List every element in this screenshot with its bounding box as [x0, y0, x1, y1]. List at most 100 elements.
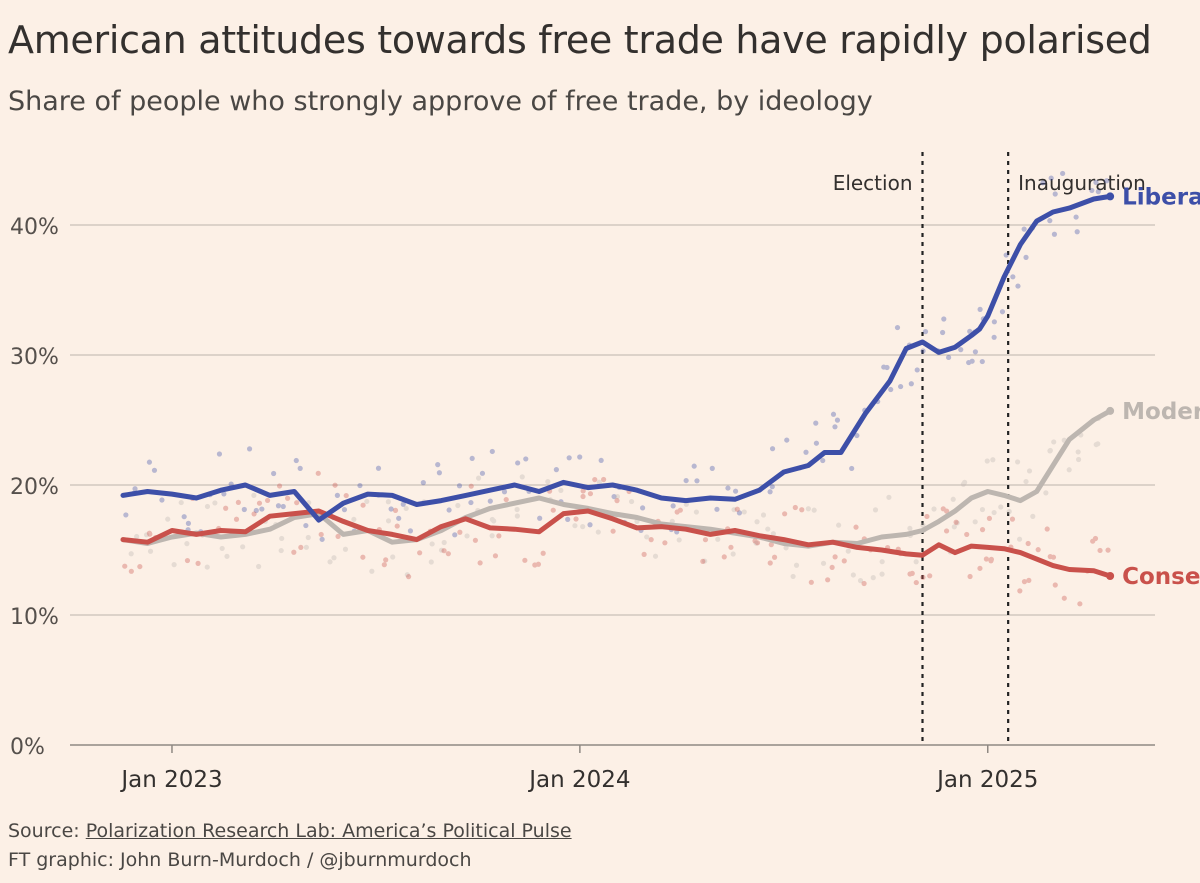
- scatter-dot: [1104, 178, 1110, 184]
- scatter-dot: [850, 572, 856, 578]
- scatter-dot: [335, 533, 341, 540]
- scatter-dot: [872, 507, 879, 513]
- scatter-dot: [820, 560, 827, 566]
- scatter-dot: [894, 324, 901, 331]
- scatter-dot: [580, 488, 586, 494]
- scatter-dot: [760, 512, 767, 518]
- scatter-dot: [128, 568, 134, 574]
- scatter-dot: [477, 560, 483, 566]
- scatter-dot: [446, 507, 452, 513]
- scatter-dot: [832, 554, 838, 560]
- scatter-dot: [784, 437, 790, 443]
- scatter-dot: [611, 493, 617, 500]
- scatter-dot: [565, 516, 571, 522]
- scatter-dot: [400, 501, 406, 507]
- scatter-dot: [151, 467, 158, 473]
- scatter-dot: [700, 558, 706, 564]
- scatter-dot: [441, 548, 447, 554]
- scatter-dot: [702, 537, 709, 543]
- scatter-dot: [489, 516, 495, 523]
- source-link[interactable]: Polarization Research Lab: America’s Pol…: [85, 820, 572, 842]
- scatter-dot: [1066, 467, 1072, 473]
- scatter-dot: [991, 319, 997, 325]
- scatter-dot: [122, 563, 128, 569]
- scatter-dot: [950, 496, 956, 502]
- annotation-label: Election: [833, 171, 913, 195]
- scatter-dot: [519, 474, 525, 480]
- scatter-dot: [767, 489, 773, 495]
- scatter-dot: [1009, 516, 1016, 522]
- scatter-dot: [1077, 601, 1083, 607]
- scatter-dot: [1044, 526, 1050, 532]
- scatter-dot: [805, 506, 811, 512]
- scatter-dot: [455, 502, 461, 509]
- scatter-dot: [886, 494, 892, 500]
- scatter-dot: [674, 509, 680, 515]
- scatter-dot: [683, 501, 689, 507]
- scatter-dot: [184, 557, 191, 564]
- series-end-dot: [1106, 572, 1115, 580]
- scatter-dot: [782, 511, 788, 517]
- scatter-dot: [381, 562, 387, 568]
- scatter-dot: [715, 536, 721, 542]
- scatter-dot: [128, 551, 134, 557]
- scatter-dot: [813, 440, 820, 446]
- scatter-dot: [240, 544, 246, 550]
- scatter-dot: [468, 499, 474, 506]
- scatter-dot: [1092, 535, 1099, 542]
- series-end-dot: [1106, 192, 1115, 201]
- scatter-dot: [922, 329, 929, 335]
- scatter-dot: [278, 547, 284, 554]
- scatter-dot: [253, 507, 259, 514]
- scatter-dot: [224, 553, 230, 559]
- chart-title: American attitudes towards free trade ha…: [8, 18, 1152, 62]
- scatter-dot: [305, 534, 311, 541]
- scatter-dot: [327, 559, 333, 565]
- scatter-dot: [728, 544, 734, 550]
- scatter-dot: [1021, 579, 1028, 585]
- scatter-dot: [793, 562, 800, 568]
- scatter-dot: [132, 486, 138, 492]
- scatter-dot: [641, 551, 647, 557]
- scatter-dot: [279, 535, 285, 542]
- scatter-dot: [662, 540, 668, 546]
- scatter-dot: [271, 470, 277, 477]
- scatter-dot: [592, 476, 598, 483]
- scatter-dot: [721, 554, 727, 560]
- scatter-dot: [783, 545, 789, 551]
- scatter-dot: [178, 499, 184, 506]
- scatter-dot: [753, 540, 759, 546]
- scatter-dot: [1047, 448, 1053, 454]
- scatter-dot: [298, 544, 304, 551]
- scatter-dot: [233, 516, 240, 522]
- chart-subtitle: Share of people who strongly approve of …: [8, 86, 873, 117]
- scatter-dot: [920, 348, 926, 354]
- scatter-dot: [256, 563, 262, 570]
- scatter-dot: [185, 520, 192, 526]
- scatter-dot: [702, 558, 708, 564]
- scatter-dot: [1089, 187, 1095, 194]
- scatter-dot: [294, 500, 300, 506]
- scatter-dot: [1047, 554, 1053, 560]
- scatter-dot: [741, 509, 747, 515]
- scatter-dot: [492, 553, 499, 559]
- scatter-dot: [159, 497, 165, 503]
- scatter-dot: [334, 492, 340, 498]
- scatter-dot: [769, 484, 775, 490]
- scatter-dot: [857, 578, 864, 584]
- scatter-dot: [457, 529, 463, 535]
- scatter-moderate: [128, 415, 1101, 584]
- scatter-dot: [134, 533, 140, 540]
- scatter-dot: [558, 487, 564, 493]
- scatter-dot: [754, 540, 761, 546]
- scatter-dot: [943, 528, 950, 534]
- scatter-dot: [813, 420, 819, 426]
- scatter-dot: [1090, 538, 1096, 544]
- scatter-dot: [407, 528, 414, 534]
- source-line: Source: Polarization Research Lab: Ameri…: [8, 820, 572, 842]
- scatter-dot: [694, 478, 700, 484]
- scatter-dot: [489, 448, 495, 455]
- scatter-dot: [315, 470, 321, 476]
- scatter-dot: [768, 542, 774, 548]
- scatter-dot: [165, 516, 171, 522]
